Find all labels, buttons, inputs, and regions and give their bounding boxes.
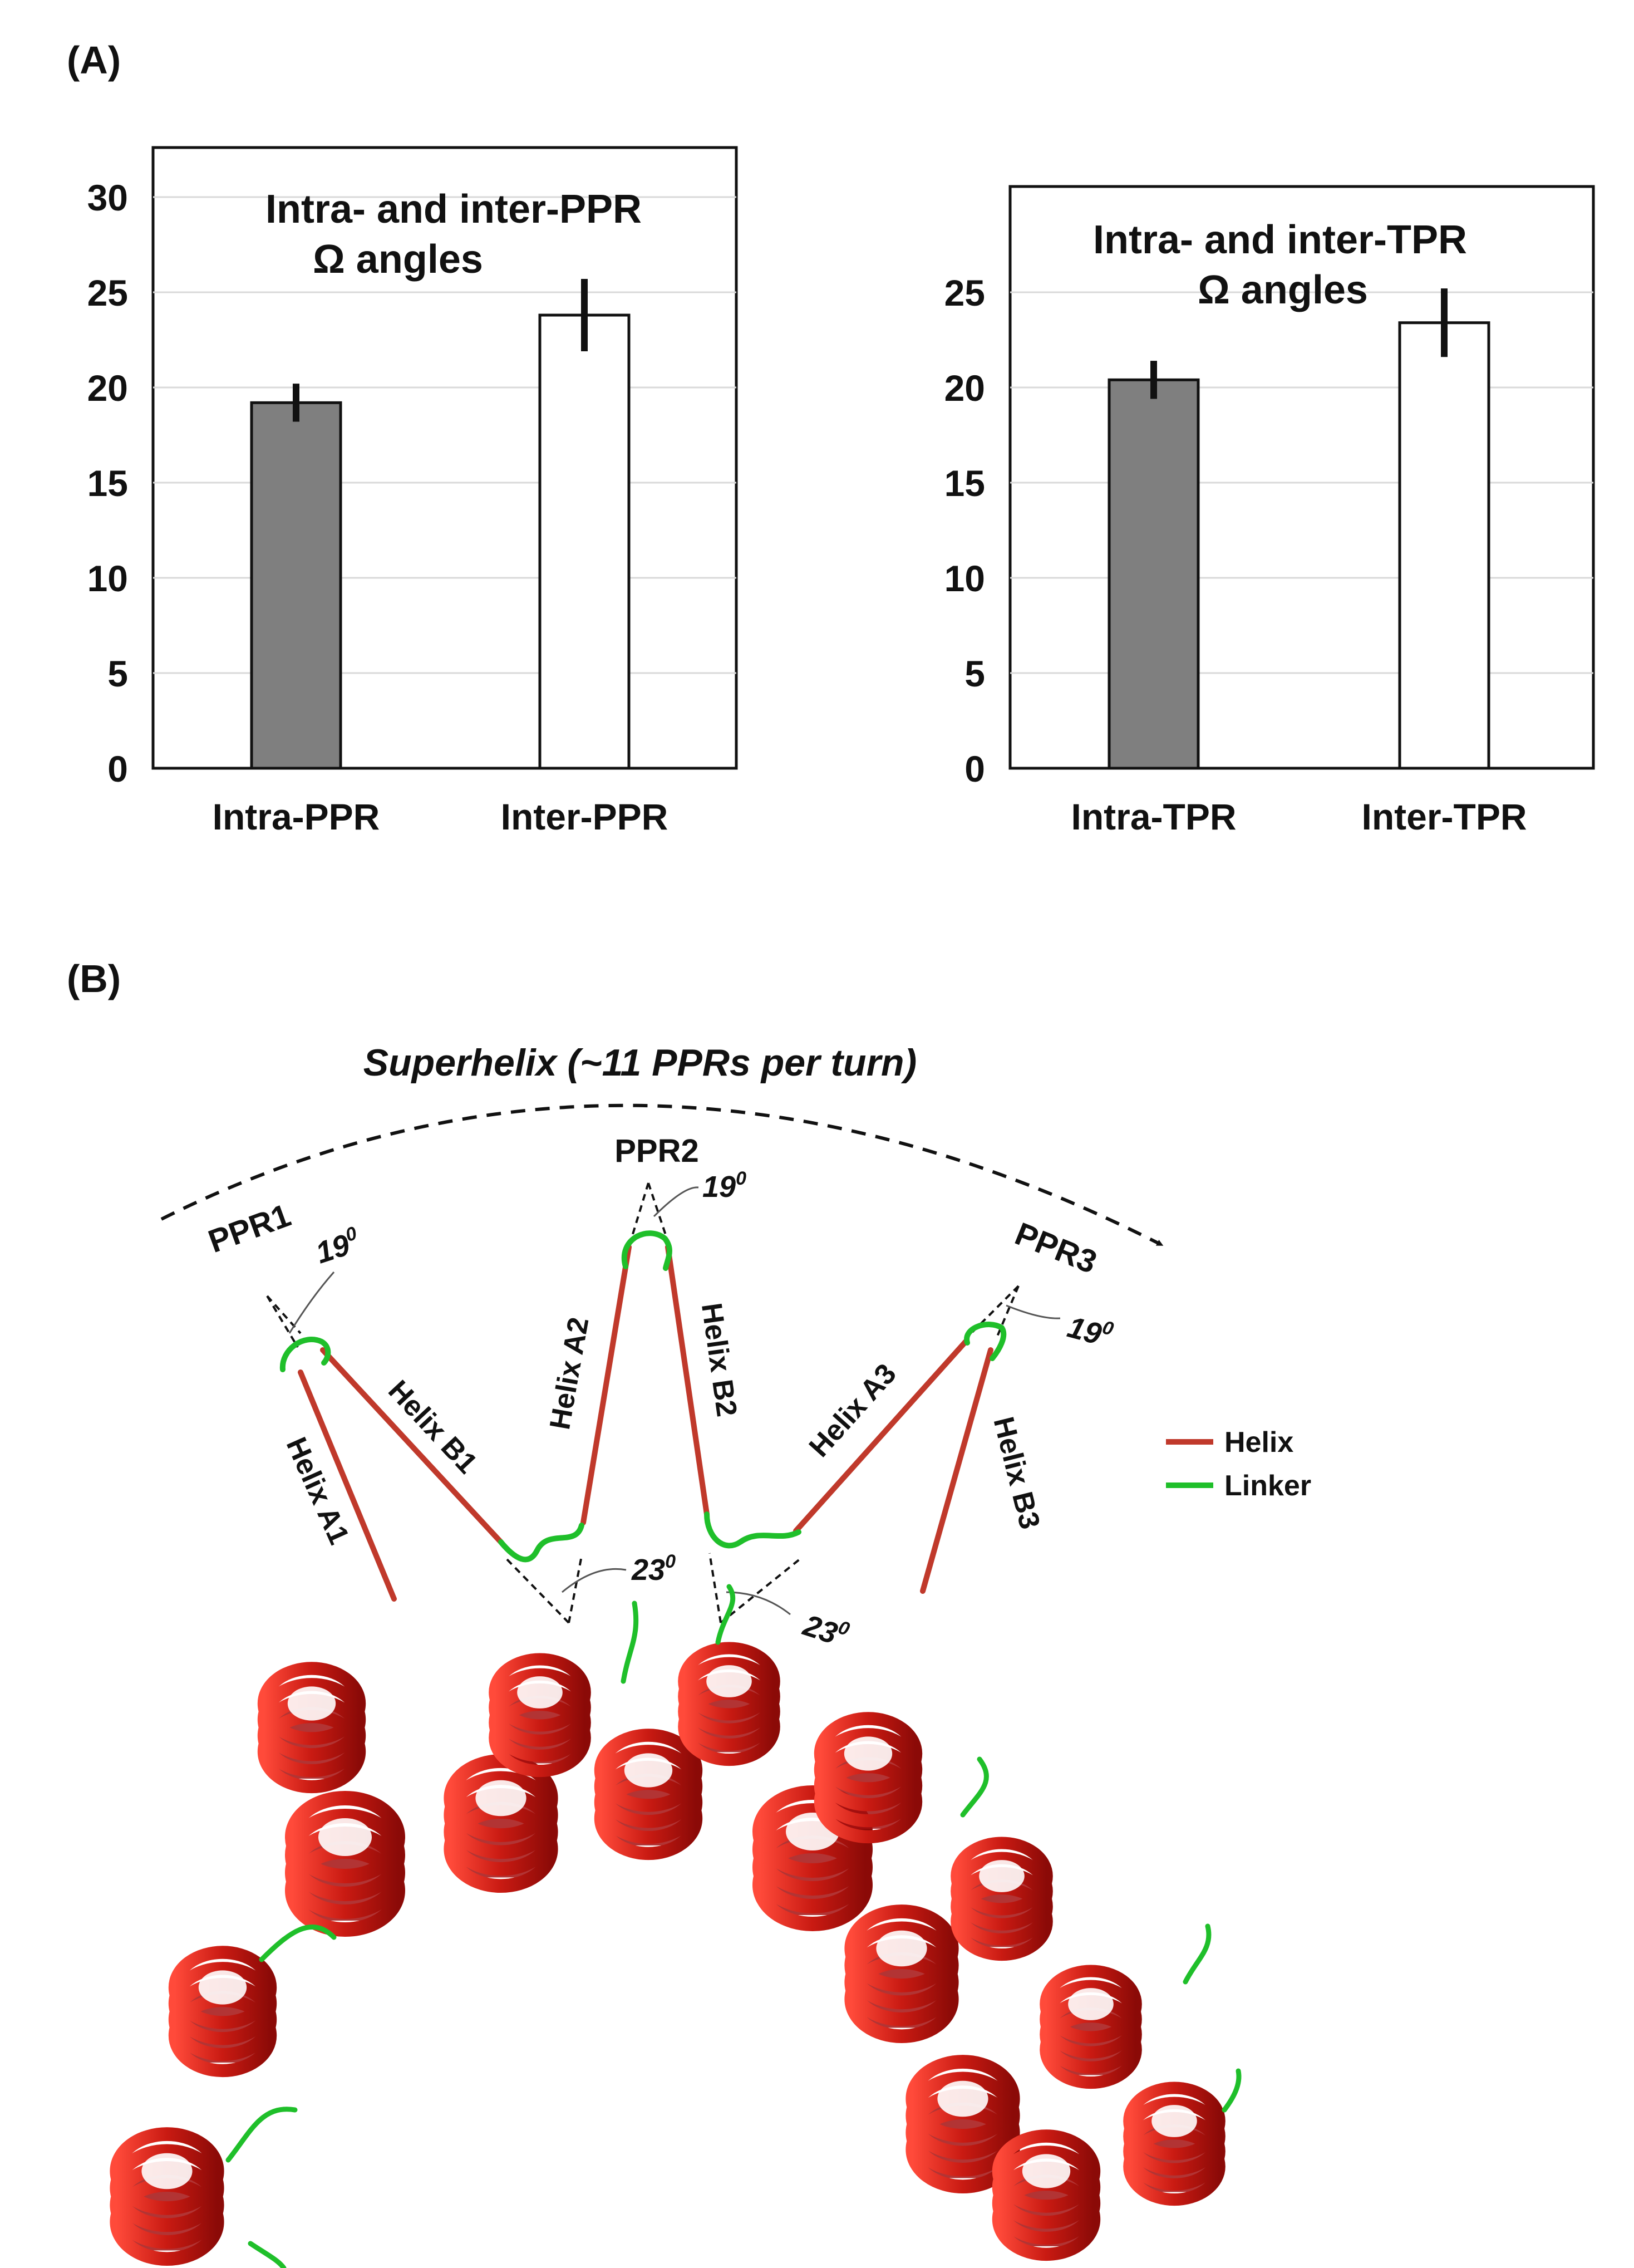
x-axis-labels: Intra-TPR Inter-TPR — [1071, 796, 1527, 837]
chart-gridlines — [1010, 291, 1593, 674]
ppr3-label: PPR3 — [1010, 1215, 1102, 1280]
linker-legend-label: Linker — [1224, 1470, 1311, 1502]
bar-series — [1108, 321, 1490, 770]
bar-intra-tpr — [1108, 378, 1200, 770]
helix-coil — [951, 1837, 1053, 1961]
helix-coil — [110, 2127, 224, 2266]
helix-coil — [168, 1946, 277, 2078]
helix-a3-label: Helix A3 — [803, 1358, 903, 1464]
linker-loop — [1183, 1923, 1212, 1985]
diagram-legend: Helix Linker — [1166, 1426, 1311, 1502]
ppr-ribbon-structure — [110, 1584, 1242, 2268]
y-tick-label: 15 — [87, 463, 128, 504]
error-bars — [293, 279, 588, 422]
superhelix-label: Superhelix (~11 PPRs per turn) — [363, 1042, 917, 1084]
chart-title-line2: Ω angles — [313, 237, 483, 282]
angle-construction-lines — [266, 1182, 1020, 1624]
bar-series — [250, 313, 631, 770]
helix-a1-label: Helix A1 — [280, 1432, 356, 1549]
helix-coil — [992, 2129, 1101, 2261]
y-axis-ticks: 0 5 10 15 20 25 — [944, 272, 985, 789]
y-tick-label: 20 — [944, 367, 985, 409]
y-tick-label: 5 — [964, 653, 985, 694]
helix-coil — [489, 1653, 591, 1778]
helix-b2-label: Helix B2 — [695, 1301, 743, 1418]
y-tick-label: 5 — [107, 653, 128, 694]
helix-coil — [257, 1662, 366, 1794]
linker-loop — [960, 1756, 989, 1818]
helix-coil — [905, 2055, 1020, 2194]
angle-19-ppr3: 190 — [1064, 1308, 1116, 1354]
x-tick-label: Intra-TPR — [1071, 796, 1237, 837]
y-tick-label: 30 — [87, 177, 128, 218]
chart-title-line2: Ω angles — [1198, 268, 1368, 312]
angle-23-left: 230 — [631, 1551, 676, 1587]
linker-loop — [1222, 2068, 1242, 2113]
helix-coil — [1123, 2082, 1226, 2206]
linker-loop — [225, 2107, 298, 2163]
x-axis-labels: Intra-PPR Inter-PPR — [213, 796, 668, 837]
angle-19-ppr2: 190 — [702, 1168, 746, 1204]
y-tick-label: 20 — [87, 367, 128, 409]
chart-title-line1: Intra- and inter-PPR — [265, 187, 642, 232]
x-tick-label: Intra-PPR — [213, 796, 380, 837]
y-tick-label: 10 — [87, 558, 128, 599]
bar-inter-ppr — [538, 313, 631, 770]
superhelix-arrow — [160, 1103, 1164, 1246]
linker-loop — [248, 2241, 287, 2268]
helix-segments — [298, 1244, 993, 1602]
y-tick-label: 25 — [87, 272, 128, 313]
helix-coil — [678, 1642, 780, 1766]
linker-loop — [259, 1925, 337, 1962]
linker-loop — [621, 1601, 639, 1684]
intra-inter-ppr-chart: 0 5 10 15 20 25 30 Intra-PPR Inter-PPR Intra- a… — [87, 146, 738, 837]
helix-a2-label: Helix A2 — [544, 1315, 595, 1432]
y-tick-label: 10 — [944, 558, 985, 599]
helix-coil — [285, 1791, 405, 1937]
ppr1-label: PPR1 — [204, 1197, 296, 1260]
y-tick-label: 0 — [964, 748, 985, 789]
helix-legend-label: Helix — [1224, 1426, 1293, 1459]
linker-loop — [715, 1584, 736, 1645]
x-tick-label: Inter-TPR — [1362, 796, 1527, 837]
helix-coil — [444, 1754, 558, 1893]
y-axis-ticks: 0 5 10 15 20 25 30 — [87, 177, 128, 789]
bar-inter-tpr — [1398, 321, 1490, 770]
helix-coil — [594, 1729, 703, 1860]
angle-23-right: 230 — [799, 1606, 852, 1654]
ppr2-label: PPR2 — [614, 1133, 699, 1169]
helix-b3-label: Helix B3 — [987, 1413, 1046, 1532]
linker-segments — [279, 1230, 1007, 1563]
y-tick-label: 25 — [944, 272, 985, 313]
error-bars — [1150, 288, 1448, 399]
bar-intra-ppr — [250, 401, 342, 770]
angle-19-ppr1: 190 — [311, 1223, 364, 1270]
intra-inter-tpr-chart: 0 5 10 15 20 25 Intra-TPR Inter-TPR Intra- and… — [944, 185, 1595, 837]
helix-coil — [814, 1712, 923, 1844]
panel-a-label: (A) — [67, 38, 121, 82]
x-tick-label: Inter-PPR — [501, 796, 668, 837]
helix-coil — [844, 1904, 959, 2044]
y-tick-label: 15 — [944, 463, 985, 504]
y-tick-label: 0 — [107, 748, 128, 789]
helix-coil — [1040, 1965, 1142, 2089]
chart-title-line1: Intra- and inter-TPR — [1093, 218, 1467, 262]
panel-b-label: (B) — [67, 957, 121, 1000]
